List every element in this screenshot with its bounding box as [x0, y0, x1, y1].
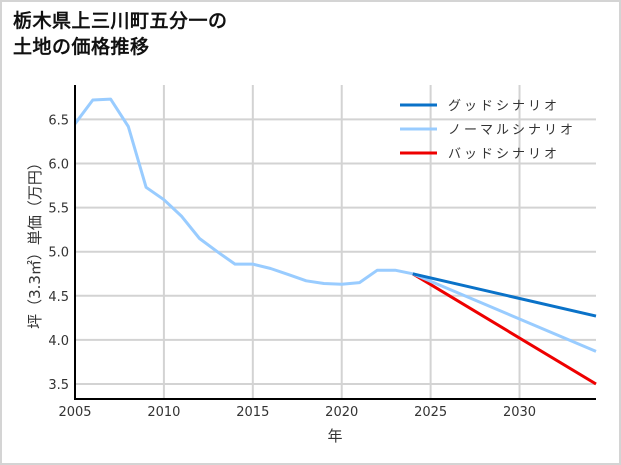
chart-title-line-1: 栃木県上三川町五分一の	[13, 10, 228, 32]
y-tick-label: 6.0	[48, 158, 69, 173]
legend-label: バッドシナリオ	[448, 147, 560, 162]
y-tick-labels: 3.5 4.0 4.5 5.0 5.5 6.0 6.5	[48, 113, 69, 393]
legend-item: ノーマルシナリオ	[400, 123, 576, 138]
x-tick-labels: 2005 2010 2015 2020 2025 2030	[58, 405, 536, 420]
y-tick-label: 3.5	[48, 378, 69, 393]
grid-lines	[75, 85, 596, 399]
series-line-bad	[412, 272, 597, 386]
x-tick-label: 2030	[503, 405, 536, 420]
legend-label: ノーマルシナリオ	[448, 123, 576, 138]
series-line-good	[412, 272, 597, 318]
data-lines	[73, 97, 597, 386]
x-tick-label: 2010	[147, 405, 180, 420]
axes	[74, 85, 596, 400]
y-tick-label: 4.0	[48, 334, 69, 349]
chart-title-line-2: 土地の価格推移	[13, 36, 150, 58]
legend-item: バッドシナリオ	[400, 147, 560, 162]
y-tick-label: 4.5	[48, 290, 69, 305]
x-tick-label: 2015	[236, 405, 269, 420]
chart-title: 栃木県上三川町五分一の 土地の価格推移	[13, 8, 228, 60]
series-line-historical	[73, 97, 414, 286]
series-line-normal	[412, 272, 597, 353]
x-tick-label: 2005	[58, 405, 91, 420]
y-tick-label: 5.0	[48, 246, 69, 261]
x-tick-label: 2025	[414, 405, 447, 420]
y-tick-label: 6.5	[48, 113, 69, 128]
x-axis-label: 年	[327, 427, 342, 445]
y-tick-label: 5.5	[48, 202, 69, 217]
legend-item: グッドシナリオ	[400, 99, 560, 114]
y-axis-label: 坪（3.3㎡）単価（万円）	[26, 155, 44, 329]
x-tick-label: 2020	[325, 405, 358, 420]
legend-label: グッドシナリオ	[448, 99, 560, 114]
